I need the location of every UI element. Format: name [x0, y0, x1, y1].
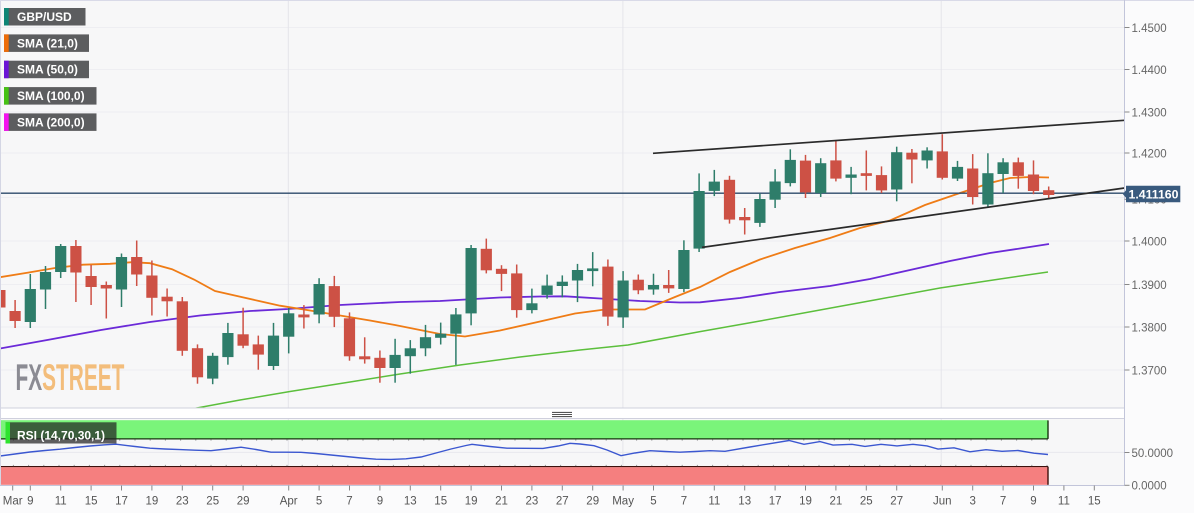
svg-text:1.4300: 1.4300 [1132, 107, 1167, 119]
svg-text:1.411160: 1.411160 [1129, 188, 1179, 202]
svg-text:17: 17 [769, 495, 782, 507]
svg-text:19: 19 [799, 495, 812, 507]
svg-text:19: 19 [146, 495, 159, 507]
svg-text:27: 27 [890, 495, 903, 507]
svg-text:27: 27 [556, 495, 569, 507]
svg-text:1.4500: 1.4500 [1132, 23, 1167, 35]
svg-text:5: 5 [650, 495, 656, 507]
svg-text:1.3900: 1.3900 [1132, 280, 1167, 292]
svg-text:5: 5 [316, 495, 322, 507]
svg-text:1.3700: 1.3700 [1132, 365, 1167, 377]
svg-text:15: 15 [1088, 495, 1101, 507]
svg-text:11: 11 [1058, 495, 1070, 507]
svg-text:GBP/USD: GBP/USD [17, 10, 72, 24]
svg-text:13: 13 [738, 495, 751, 507]
svg-text:1.4000: 1.4000 [1132, 236, 1167, 248]
svg-text:25: 25 [860, 495, 873, 507]
svg-text:3: 3 [969, 495, 975, 507]
svg-text:SMA (21,0): SMA (21,0) [17, 36, 78, 50]
svg-text:7: 7 [346, 495, 352, 507]
svg-text:19: 19 [465, 495, 478, 507]
svg-text:Jun: Jun [933, 495, 952, 507]
svg-text:Mar: Mar [3, 495, 23, 507]
svg-text:15: 15 [85, 495, 98, 507]
svg-text:Apr: Apr [280, 495, 298, 507]
svg-text:25: 25 [206, 495, 219, 507]
svg-text:11: 11 [708, 495, 720, 507]
svg-text:SMA (100,0): SMA (100,0) [17, 89, 85, 103]
svg-text:9: 9 [377, 495, 383, 507]
svg-text:May: May [612, 495, 634, 507]
svg-text:23: 23 [176, 495, 189, 507]
svg-text:1.4200: 1.4200 [1132, 148, 1167, 160]
svg-text:FXSTREET: FXSTREET [16, 358, 125, 399]
svg-text:1.3800: 1.3800 [1132, 322, 1167, 334]
svg-text:23: 23 [526, 495, 539, 507]
svg-text:21: 21 [495, 495, 508, 507]
svg-text:29: 29 [586, 495, 599, 507]
svg-text:15: 15 [434, 495, 447, 507]
svg-text:SMA (200,0): SMA (200,0) [17, 115, 85, 129]
svg-text:21: 21 [830, 495, 843, 507]
svg-text:RSI (14,70,30,1): RSI (14,70,30,1) [17, 428, 105, 442]
svg-text:SMA (50,0): SMA (50,0) [17, 63, 78, 77]
svg-text:11: 11 [55, 495, 67, 507]
svg-text:7: 7 [1000, 495, 1006, 507]
svg-text:0.0000: 0.0000 [1132, 481, 1167, 493]
svg-text:13: 13 [404, 495, 417, 507]
svg-text:9: 9 [27, 495, 33, 507]
svg-text:29: 29 [237, 495, 250, 507]
svg-text:17: 17 [115, 495, 128, 507]
svg-text:7: 7 [681, 495, 687, 507]
svg-text:50.0000: 50.0000 [1132, 448, 1174, 460]
svg-text:9: 9 [1030, 495, 1036, 507]
svg-text:1.4400: 1.4400 [1132, 65, 1167, 77]
